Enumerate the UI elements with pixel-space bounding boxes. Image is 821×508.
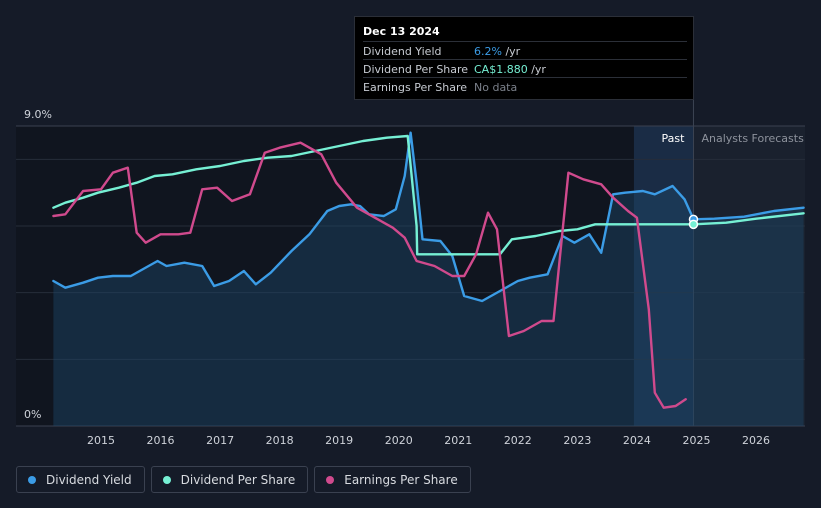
marker-point [688,219,699,230]
tooltip-row-dividend-yield: Dividend Yield 6.2% /yr [363,41,687,60]
x-tick-label: 2025 [682,434,710,447]
y-tick-label: 0% [24,408,41,421]
y-tick-label: 9.0% [24,108,52,121]
legend-dividend-per-share[interactable]: Dividend Per Share [150,466,309,493]
tooltip-value: 6.2% [474,45,502,58]
forecast-background [693,126,805,426]
tooltip-row-dividend-per-share: Dividend Per Share CA$1.880 /yr [363,59,687,78]
legend-dot-icon [162,475,171,484]
tooltip-date: Dec 13 2024 [363,25,440,38]
x-tick-label: 2016 [147,434,175,447]
dividend-per-share-line [52,134,805,256]
x-tick-label: 2018 [266,434,294,447]
x-tick-label: 2019 [325,434,353,447]
tooltip-unit: /yr [527,63,546,76]
tooltip-label: Dividend Per Share [363,63,469,76]
legend-label: Dividend Yield [46,472,132,487]
tooltip-value: CA$1.880 [474,63,528,76]
chart-legend: Dividend Yield Dividend Per Share Earnin… [16,466,471,493]
dividend-yield-line [52,131,805,303]
legend-label: Dividend Per Share [180,472,296,487]
tooltip-row-earnings-per-share: Earnings Per Share No data [363,77,687,96]
forecast-label: Analysts Forecasts [701,132,804,145]
x-tick-label: 2021 [444,434,472,447]
tooltip-label: Earnings Per Share [363,81,468,94]
earnings-per-share-line [52,141,687,409]
x-tick-label: 2026 [742,434,770,447]
x-tick-label: 2023 [563,434,591,447]
x-tick-label: 2015 [87,434,115,447]
legend-dot-icon [326,475,335,484]
x-tick-label: 2020 [385,434,413,447]
tooltip-value: No data [474,81,518,94]
legend-earnings-per-share[interactable]: Earnings Per Share [314,466,471,493]
legend-label: Earnings Per Share [344,472,458,487]
tooltip-label: Dividend Yield [363,45,442,58]
x-tick-label: 2022 [504,434,532,447]
dividend-yield-area [53,132,804,426]
x-tick-label: 2017 [206,434,234,447]
x-tick-label: 2024 [623,434,651,447]
legend-dividend-yield[interactable]: Dividend Yield [16,466,145,493]
past-label: Past [662,132,686,145]
legend-dot-icon [28,475,36,484]
tooltip-unit: /yr [501,45,521,58]
chart-tooltip: Dec 13 2024 Dividend Yield 6.2% /yr Divi… [354,16,694,100]
